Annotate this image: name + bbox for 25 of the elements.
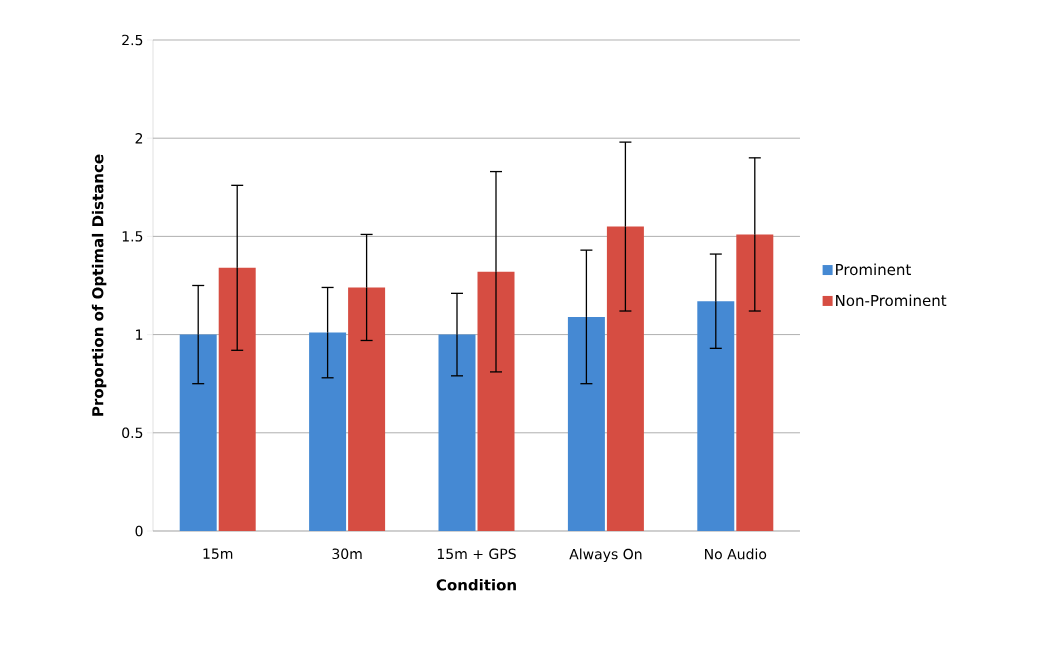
- y-tick-label: 0.5: [122, 427, 143, 439]
- y-axis-title: Proportion of Optimal Distance: [91, 154, 107, 416]
- bar: [697, 301, 735, 531]
- y-tick-label: 2.5: [122, 34, 143, 46]
- x-axis-title: Condition: [436, 578, 516, 591]
- y-tick-label: 0: [135, 525, 143, 537]
- bar: [606, 226, 644, 531]
- bar: [567, 316, 605, 531]
- bar: [477, 271, 515, 531]
- legend-label: Non-Prominent: [836, 294, 947, 307]
- y-tick-label: 1.5: [122, 231, 143, 242]
- bar: [348, 287, 386, 531]
- x-tick-label: 15m + GPS: [437, 548, 516, 560]
- bar: [179, 334, 217, 531]
- bar: [218, 267, 256, 531]
- bar: [438, 334, 476, 531]
- y-tick-label: 2: [135, 132, 143, 144]
- x-tick-label: Always On: [569, 548, 642, 563]
- bar: [736, 234, 774, 531]
- y-tick-label: 1: [136, 329, 143, 340]
- bar: [309, 332, 347, 531]
- x-tick-label: No Audio: [705, 548, 767, 560]
- x-tick-label: 15m: [203, 548, 233, 559]
- x-tick-label: 30m: [332, 548, 362, 560]
- legend-label: Prominent: [836, 263, 911, 276]
